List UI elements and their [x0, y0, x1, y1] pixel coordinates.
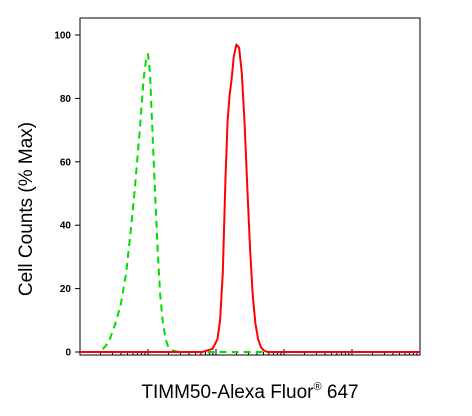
y-axis-title: Cell Counts (% Max) — [16, 122, 37, 296]
y-tick-label: 60 — [60, 157, 72, 168]
series-lines — [80, 43, 420, 353]
x-axis-title: TIMM50-Alexa Fluor® 647 — [141, 381, 358, 403]
x-axis-title-main: TIMM50-Alexa Fluor — [141, 382, 314, 403]
series-line-dashed-green — [80, 53, 420, 353]
plot-axes — [79, 17, 421, 356]
y-tick-label: 0 — [65, 348, 71, 359]
x-axis-title-superscript: ® — [314, 381, 322, 393]
plot-frame — [79, 17, 421, 356]
y-axis-ticks: 0 20 40 60 80 100 — [54, 31, 80, 359]
y-tick-label: 100 — [54, 31, 71, 42]
y-tick-label: 40 — [60, 221, 72, 232]
y-tick-label: 20 — [60, 284, 72, 295]
series-line-solid-red — [80, 43, 420, 353]
y-tick-label: 80 — [60, 94, 72, 105]
x-axis-title-suffix: 647 — [322, 382, 359, 403]
